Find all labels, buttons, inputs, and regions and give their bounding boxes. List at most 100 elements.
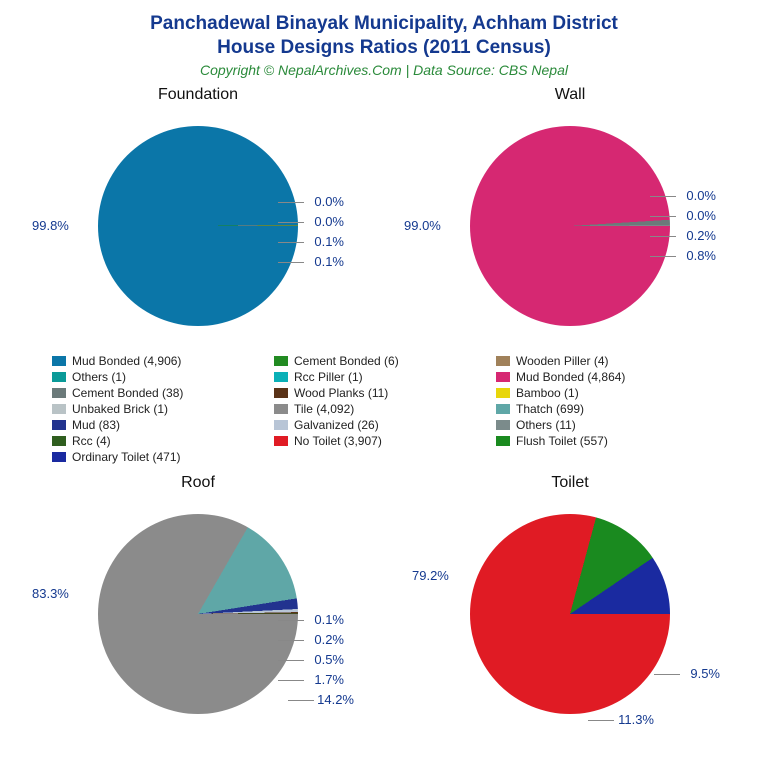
leader-line: [654, 674, 680, 675]
pie-main-pct: 79.2%: [412, 568, 449, 583]
legend-swatch: [496, 372, 510, 382]
legend-label: Wooden Piller (4): [516, 354, 608, 368]
legend-swatch: [274, 404, 288, 414]
legend-swatch: [496, 420, 510, 430]
legend-swatch: [52, 356, 66, 366]
chart-title: Foundation: [18, 86, 378, 104]
pie-slice-pct: 1.7%: [314, 672, 344, 687]
chart-toilet: Toilet 79.2%9.5%11.3%: [390, 474, 750, 734]
pie-slice-pct: 11.3%: [618, 712, 654, 727]
leader-line: [278, 680, 304, 681]
legend-label: Rcc Piller (1): [294, 370, 363, 384]
legend-label: Wood Planks (11): [294, 386, 388, 400]
leader-line: [278, 660, 304, 661]
leader-line: [650, 216, 676, 217]
legend-swatch: [52, 388, 66, 398]
pie-chart: [470, 514, 670, 714]
legend-label: Flush Toilet (557): [516, 434, 608, 448]
legend-label: Mud (83): [72, 418, 120, 432]
leader-line: [650, 256, 676, 257]
pie-main-pct: 99.0%: [404, 218, 441, 233]
legend-item: Others (11): [496, 418, 706, 432]
legend-item: Thatch (699): [496, 402, 706, 416]
leader-line: [288, 700, 314, 701]
legend-swatch: [496, 356, 510, 366]
legend-label: Ordinary Toilet (471): [72, 450, 181, 464]
legend-item: Flush Toilet (557): [496, 434, 706, 448]
legend-label: Cement Bonded (38): [72, 386, 183, 400]
leader-line: [278, 262, 304, 263]
leader-line: [278, 242, 304, 243]
legend-item: Wood Planks (11): [274, 386, 484, 400]
legend-swatch: [52, 404, 66, 414]
pie-slice-pct: 0.8%: [686, 248, 716, 263]
pie-slice-pct: 0.0%: [314, 214, 344, 229]
legend-label: Thatch (699): [516, 402, 584, 416]
legend-swatch: [274, 356, 288, 366]
chart-title: Roof: [18, 474, 378, 492]
pie-chart: [470, 126, 670, 326]
legend-label: Cement Bonded (6): [294, 354, 399, 368]
chart-title: Wall: [390, 86, 750, 104]
legend-swatch: [52, 436, 66, 446]
leader-line: [278, 202, 304, 203]
legend-swatch: [496, 404, 510, 414]
legend-swatch: [52, 452, 66, 462]
legend-label: No Toilet (3,907): [294, 434, 382, 448]
legend-swatch: [274, 388, 288, 398]
pie-main-pct: 83.3%: [32, 586, 69, 601]
legend-label: Galvanized (26): [294, 418, 379, 432]
pie-slice-pct: 0.0%: [686, 188, 716, 203]
legend-swatch: [496, 436, 510, 446]
legend-item: Rcc Piller (1): [274, 370, 484, 384]
legend-swatch: [52, 372, 66, 382]
pie-chart: [98, 126, 298, 326]
pie-slice-pct: 0.2%: [686, 228, 716, 243]
chart-foundation: Foundation 99.8% 0.0% 0.0% 0.1% 0.1%: [18, 86, 378, 346]
pie-main-pct: 99.8%: [32, 218, 69, 233]
legend-label: Others (1): [72, 370, 126, 384]
pie-slice-pct: 0.0%: [686, 208, 716, 223]
chart-title: Toilet: [390, 474, 750, 492]
legend-item: Bamboo (1): [496, 386, 706, 400]
legend-swatch: [274, 420, 288, 430]
leader-line: [278, 222, 304, 223]
legend: Mud Bonded (4,906) Others (1) Cement Bonde…: [12, 346, 756, 474]
legend-item: Rcc (4): [52, 434, 262, 448]
legend-swatch: [274, 372, 288, 382]
legend-label: Rcc (4): [72, 434, 111, 448]
legend-item: Mud Bonded (4,906): [52, 354, 262, 368]
legend-item: Tile (4,092): [274, 402, 484, 416]
pie-slice-pct: 0.2%: [314, 632, 344, 647]
legend-label: Tile (4,092): [294, 402, 354, 416]
pie-slice-pct: 0.0%: [314, 194, 344, 209]
chart-roof: Roof 83.3%0.1%0.2%0.5%1.7%14.2%: [18, 474, 378, 734]
leader-line: [278, 640, 304, 641]
legend-label: Mud Bonded (4,864): [516, 370, 625, 384]
leader-line: [278, 620, 304, 621]
pie-slice-pct: 0.1%: [314, 254, 344, 269]
legend-item: Galvanized (26): [274, 418, 484, 432]
legend-item: Ordinary Toilet (471): [52, 450, 262, 464]
legend-label: Mud Bonded (4,906): [72, 354, 181, 368]
legend-label: Bamboo (1): [516, 386, 579, 400]
legend-item: Cement Bonded (38): [52, 386, 262, 400]
leader-line: [650, 236, 676, 237]
charts-row-bottom: Roof 83.3%0.1%0.2%0.5%1.7%14.2% Toilet 7…: [12, 474, 756, 734]
legend-swatch: [52, 420, 66, 430]
pie-slice-pct: 0.5%: [314, 652, 344, 667]
legend-swatch: [496, 388, 510, 398]
pie-slice-pct: 0.1%: [314, 234, 344, 249]
chart-wall: Wall 99.0% 0.0% 0.0% 0.2% 0.8%: [390, 86, 750, 346]
legend-item: Unbaked Brick (1): [52, 402, 262, 416]
legend-item: No Toilet (3,907): [274, 434, 484, 448]
page-title: Panchadewal Binayak Municipality, Achham…: [12, 12, 756, 60]
page-subtitle: Copyright © NepalArchives.Com | Data Sou…: [12, 62, 756, 78]
legend-item: Cement Bonded (6): [274, 354, 484, 368]
pie-chart: [98, 514, 298, 714]
leader-line: [588, 720, 614, 721]
legend-item: Others (1): [52, 370, 262, 384]
pie-slice-pct: 0.1%: [314, 612, 344, 627]
legend-label: Others (11): [516, 418, 576, 432]
legend-swatch: [274, 436, 288, 446]
